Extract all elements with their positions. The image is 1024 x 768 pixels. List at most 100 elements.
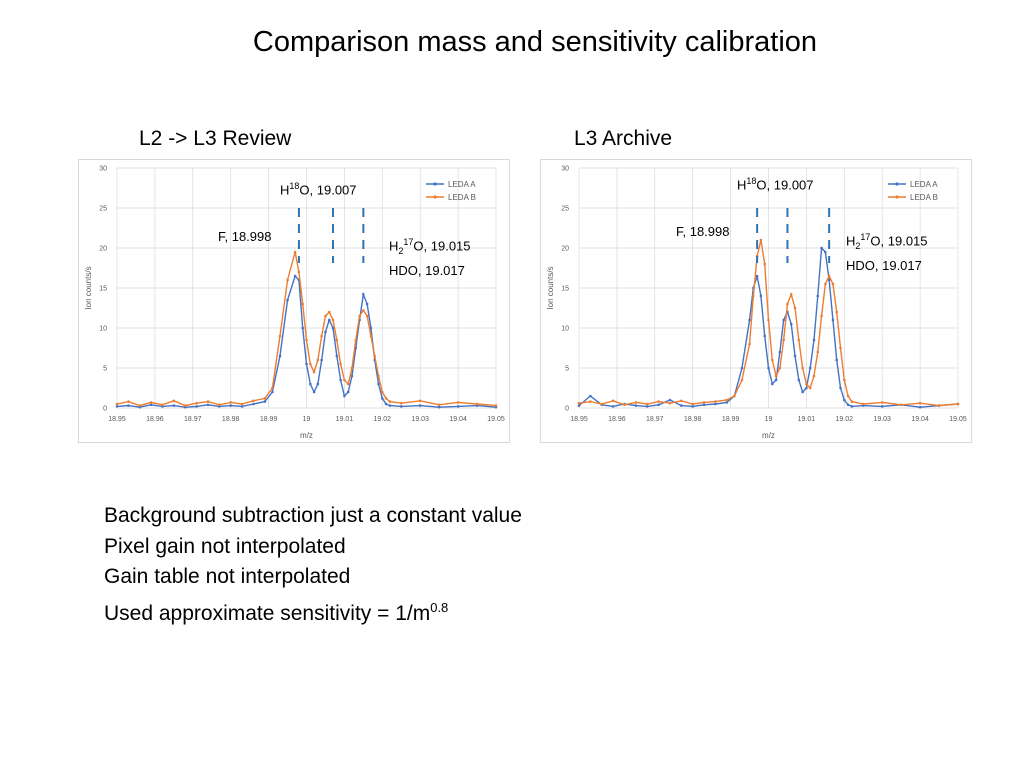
x-tick-label: 19.01 [798, 416, 816, 423]
data-point [816, 294, 820, 298]
y-tick-label: 25 [561, 206, 569, 213]
data-point [388, 400, 392, 403]
data-point [846, 403, 850, 407]
data-point [782, 338, 785, 342]
data-point [880, 405, 884, 408]
data-point [149, 403, 153, 407]
data-point [748, 342, 751, 346]
data-point [362, 293, 365, 296]
data-point [880, 401, 884, 404]
data-point [805, 386, 808, 390]
data-point [589, 400, 592, 403]
data-point [384, 397, 388, 400]
data-point [899, 403, 903, 407]
y-tick-label: 15 [561, 286, 569, 293]
x-tick-label: 19.02 [374, 416, 392, 423]
data-point [918, 405, 922, 409]
data-point [634, 404, 638, 407]
legend-marker [433, 182, 437, 186]
data-point [252, 399, 255, 403]
data-point [808, 366, 812, 370]
series-line-leda-a [578, 246, 959, 408]
data-point [770, 358, 774, 362]
data-point [816, 350, 820, 354]
notes-list: Background subtraction just a constant v… [104, 501, 522, 629]
data-point [691, 402, 694, 406]
data-point [377, 382, 380, 386]
y-axis-label: Ion counts/s [84, 266, 93, 309]
data-point [740, 366, 744, 370]
y-tick-label: 10 [561, 326, 569, 333]
data-point [786, 302, 789, 306]
x-tick-label: 19.05 [949, 416, 967, 423]
data-point [691, 405, 694, 408]
data-point [475, 402, 479, 406]
x-tick-label: 18.96 [608, 416, 626, 423]
data-point [778, 366, 782, 370]
x-tick-label: 18.95 [570, 416, 588, 423]
data-point [195, 401, 198, 405]
data-point [759, 294, 763, 298]
data-point [611, 399, 615, 403]
data-point [252, 402, 255, 406]
data-point [381, 397, 384, 400]
data-point [839, 346, 842, 350]
data-point [759, 238, 763, 242]
x-tick-label: 19.04 [449, 416, 467, 423]
data-point [320, 358, 323, 362]
data-point [668, 398, 672, 402]
data-point [343, 378, 346, 382]
data-point [824, 282, 827, 286]
chart-right-annotation-h217o: H217O, 19.015 HDO, 19.017 [846, 232, 928, 273]
x-tick-label: 18.99 [722, 416, 740, 423]
data-point [824, 250, 827, 254]
data-point [805, 382, 808, 386]
data-point [778, 350, 782, 354]
data-point [149, 401, 153, 404]
legend-marker [895, 182, 899, 186]
x-tick-label: 19.04 [911, 416, 929, 423]
chart-right-panel: 0 5 10 15 20 25 30 18.95 18.96 18.97 18.98 18.99 19 1… [540, 159, 972, 443]
data-point [820, 314, 823, 318]
x-tick-label: 19.05 [487, 416, 505, 423]
legend-label: LEDA B [448, 193, 476, 202]
data-point [316, 382, 320, 386]
data-point [278, 354, 282, 358]
data-point [793, 306, 797, 310]
data-point [240, 402, 244, 406]
data-point [714, 400, 717, 403]
data-point [305, 338, 308, 342]
data-point [835, 310, 839, 314]
chart-left-annotation-h217o: H217O, 19.015 HDO, 19.017 [389, 237, 471, 278]
data-point [399, 405, 403, 408]
data-point [645, 405, 649, 408]
data-point [362, 309, 365, 312]
data-point [316, 358, 320, 362]
data-point [365, 302, 369, 306]
x-tick-label: 19.03 [873, 416, 891, 423]
data-point [797, 338, 801, 342]
data-point [339, 362, 342, 366]
data-point [343, 394, 346, 398]
data-point [127, 400, 130, 403]
chart-right-subtitle: L3 Archive [574, 127, 673, 150]
data-point [770, 382, 774, 386]
legend-label: LEDA B [910, 193, 938, 202]
y-tick-label: 20 [99, 246, 107, 253]
data-point [346, 382, 350, 386]
data-point [365, 314, 369, 318]
data-point [327, 318, 331, 322]
y-tick-label: 20 [561, 246, 569, 253]
legend-marker [433, 195, 437, 199]
data-point [725, 401, 729, 404]
data-point [827, 274, 831, 278]
data-point [286, 278, 289, 282]
data-point [861, 402, 865, 406]
data-point [335, 354, 339, 358]
data-point [831, 318, 835, 322]
data-point [820, 246, 823, 250]
data-point [850, 400, 854, 403]
data-point [229, 404, 232, 407]
data-point [127, 404, 130, 407]
data-point [725, 398, 729, 402]
